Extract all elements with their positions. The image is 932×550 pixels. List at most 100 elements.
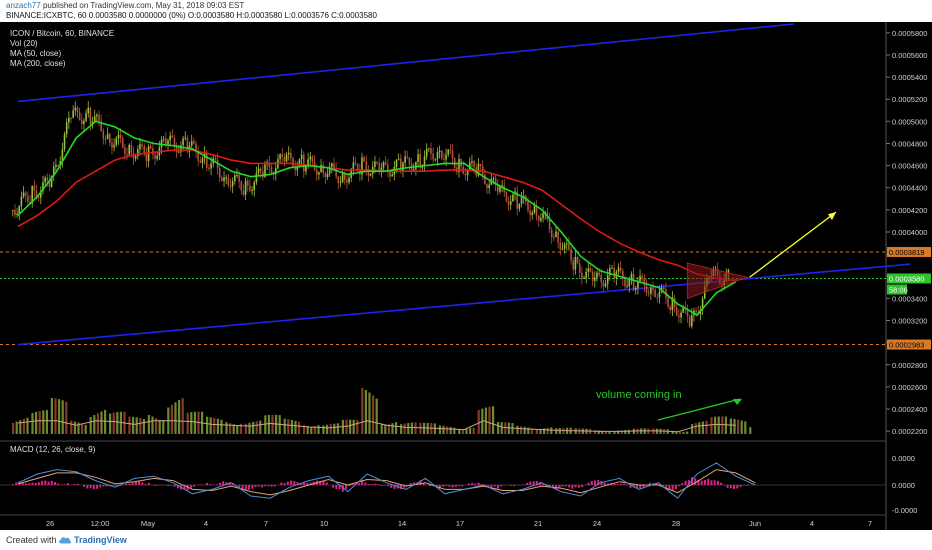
candle-body bbox=[637, 280, 639, 288]
candle-body bbox=[479, 163, 482, 167]
volume-bar bbox=[617, 430, 620, 434]
macd-histogram-bar bbox=[99, 485, 102, 488]
macd-histogram-bar bbox=[445, 485, 448, 487]
candle-body bbox=[139, 144, 141, 150]
candle-body bbox=[287, 152, 290, 155]
volume-bar bbox=[694, 423, 697, 434]
macd-histogram-bar bbox=[303, 481, 305, 485]
volume-bar bbox=[597, 430, 600, 434]
candle-body bbox=[31, 185, 33, 204]
macd-histogram-bar bbox=[629, 485, 632, 488]
macd-histogram-bar bbox=[461, 485, 464, 487]
y-tick-label: 0.0002800 bbox=[892, 361, 927, 370]
candle-body bbox=[678, 315, 680, 318]
macd-histogram-bar bbox=[361, 480, 364, 485]
candle-body bbox=[149, 146, 152, 149]
volume-bar bbox=[336, 423, 339, 434]
candle-body bbox=[91, 121, 94, 124]
macd-histogram-bar bbox=[44, 480, 47, 485]
macd-histogram-bar bbox=[86, 485, 89, 489]
candle-body bbox=[387, 164, 389, 172]
candle-body bbox=[180, 145, 182, 152]
volume-bar bbox=[229, 423, 232, 434]
volume-bar bbox=[213, 417, 216, 434]
volume-bar bbox=[252, 421, 255, 434]
candle-body bbox=[527, 201, 529, 211]
volume-bar bbox=[244, 423, 247, 434]
candle-body bbox=[283, 156, 286, 162]
candle-body bbox=[622, 270, 624, 280]
macd-histogram-bar bbox=[454, 485, 457, 488]
candle-body bbox=[423, 156, 426, 165]
candle-body bbox=[59, 160, 62, 166]
candle-body bbox=[63, 134, 66, 150]
macd-histogram-bar bbox=[28, 483, 31, 485]
volume-bar bbox=[116, 412, 119, 434]
chart-svg[interactable]: 0.0005800 0.0005600 0.0005400 0.0005200 0.00… bbox=[0, 22, 932, 530]
x-tick-label: Jun bbox=[749, 519, 761, 528]
macd-histogram-bar bbox=[31, 482, 34, 485]
volume-bar bbox=[73, 421, 76, 434]
candle-body bbox=[484, 174, 486, 185]
volume-bar bbox=[303, 425, 306, 434]
macd-y-tick-label: 0.0000 bbox=[892, 454, 915, 463]
candle-body bbox=[309, 156, 312, 160]
y-tick-label: 0.0005000 bbox=[892, 117, 927, 126]
macd-histogram-bar bbox=[34, 482, 37, 485]
footer-bar: Created with TradingView bbox=[0, 530, 932, 550]
candle-body bbox=[550, 229, 553, 237]
volume-bar bbox=[248, 422, 251, 434]
tradingview-cloud-icon bbox=[59, 537, 72, 544]
candle-body bbox=[298, 159, 301, 167]
volume-bar bbox=[345, 419, 348, 434]
macd-histogram-bar bbox=[147, 482, 150, 485]
volume-annotation-text: volume coming in bbox=[596, 389, 682, 401]
author-link[interactable]: anzach77 bbox=[6, 1, 41, 10]
candle-body bbox=[400, 158, 402, 171]
candle-body bbox=[520, 197, 523, 204]
volume-bar bbox=[410, 422, 413, 434]
tradingview-brand[interactable]: TradingView bbox=[74, 535, 127, 545]
volume-bar bbox=[193, 411, 196, 434]
candle-body bbox=[162, 138, 165, 140]
volume-ma-line bbox=[17, 420, 736, 433]
macd-histogram-bar bbox=[671, 485, 674, 491]
macd-histogram-bar bbox=[745, 485, 748, 486]
volume-bar bbox=[326, 424, 329, 434]
volume-bar bbox=[403, 423, 406, 434]
candle-body bbox=[376, 161, 378, 164]
chart-area[interactable]: 0.0005800 0.0005600 0.0005400 0.0005200 0.00… bbox=[0, 22, 932, 530]
candle-body bbox=[641, 275, 644, 278]
ma200-line bbox=[17, 149, 736, 282]
volume-bar bbox=[109, 413, 112, 434]
candle-body bbox=[600, 275, 603, 283]
candle-body bbox=[18, 205, 21, 214]
macd-histogram-bar bbox=[267, 485, 270, 487]
macd-histogram-bar bbox=[438, 485, 441, 489]
volume-bar bbox=[527, 427, 530, 434]
volume-bar bbox=[749, 427, 752, 434]
candle-body bbox=[322, 164, 324, 174]
candle-body bbox=[654, 289, 656, 298]
volume-bar bbox=[558, 427, 561, 434]
volume-bar bbox=[104, 409, 107, 434]
volume-bar bbox=[686, 431, 689, 434]
candle-body bbox=[70, 117, 72, 119]
candle-body bbox=[102, 131, 105, 139]
candle-body bbox=[231, 181, 234, 187]
resistance-price-label: 0.0003819 bbox=[889, 248, 924, 257]
macd-histogram-bar bbox=[542, 484, 545, 485]
macd-histogram-bar bbox=[21, 482, 24, 485]
x-tick-label: May bbox=[141, 519, 155, 528]
candle-body bbox=[326, 173, 329, 178]
y-tick-label: 0.0005400 bbox=[892, 73, 927, 82]
candle-body bbox=[488, 184, 490, 188]
macd-histogram-bar bbox=[370, 484, 373, 485]
macd-histogram-bar bbox=[286, 481, 289, 485]
volume-bar bbox=[287, 419, 290, 434]
candle-body bbox=[378, 163, 381, 171]
macd-histogram-bar bbox=[577, 485, 580, 488]
macd-histogram-bar bbox=[176, 485, 179, 489]
volume-bar bbox=[155, 418, 158, 434]
macd-histogram-bar bbox=[474, 483, 477, 485]
